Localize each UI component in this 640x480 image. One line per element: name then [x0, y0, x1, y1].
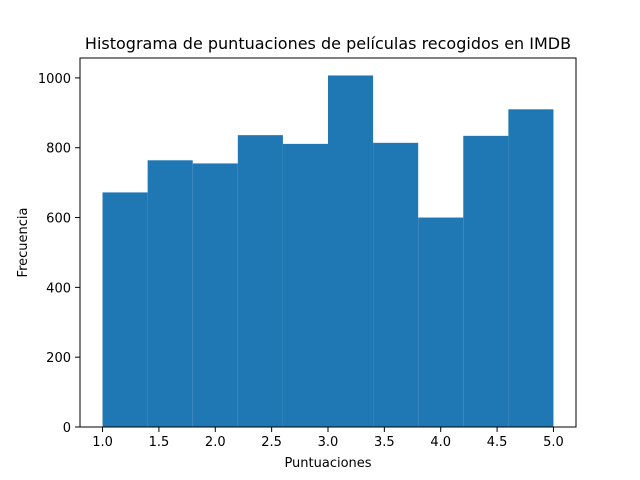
bars-group [102, 75, 554, 428]
x-tick-label: 3.5 [374, 435, 395, 450]
histogram-bar [102, 192, 148, 427]
histogram-bar [373, 142, 419, 427]
x-tick-label: 1.0 [92, 435, 113, 450]
histogram-bar [147, 160, 193, 427]
x-tick-label: 2.0 [205, 435, 226, 450]
histogram-bar [418, 217, 464, 427]
y-tick-label: 0 [63, 421, 71, 436]
x-tick-label: 2.5 [261, 435, 282, 450]
x-tick-label: 3.0 [318, 435, 339, 450]
chart-title: Histograma de puntuaciones de películas … [85, 34, 571, 53]
histogram-bar [282, 143, 328, 427]
y-tick-label: 400 [46, 281, 71, 296]
plot-frame [79, 57, 577, 428]
x-tick-label: 5.0 [543, 435, 564, 450]
y-tick-label: 600 [46, 212, 71, 227]
histogram-bar [192, 163, 238, 427]
y-axis-label: Frecuencia [16, 208, 31, 278]
x-axis-label: Puntuaciones [284, 456, 371, 471]
x-tick-label: 4.0 [430, 435, 451, 450]
x-tick-label: 1.5 [149, 435, 170, 450]
histogram-bar [328, 75, 374, 427]
y-ticks-group: 0 200 400 600 800 1000 [38, 72, 80, 436]
x-ticks-group: 1.0 1.5 2.0 2.5 3.0 3.5 4.0 4.5 5.0 [92, 427, 564, 450]
histogram-bar [463, 135, 509, 427]
histogram-bar [237, 135, 283, 427]
histogram-bar [508, 109, 554, 428]
y-tick-label: 1000 [38, 72, 71, 87]
x-tick-label: 4.5 [487, 435, 508, 450]
y-tick-label: 800 [46, 142, 71, 157]
y-tick-label: 200 [46, 351, 71, 366]
